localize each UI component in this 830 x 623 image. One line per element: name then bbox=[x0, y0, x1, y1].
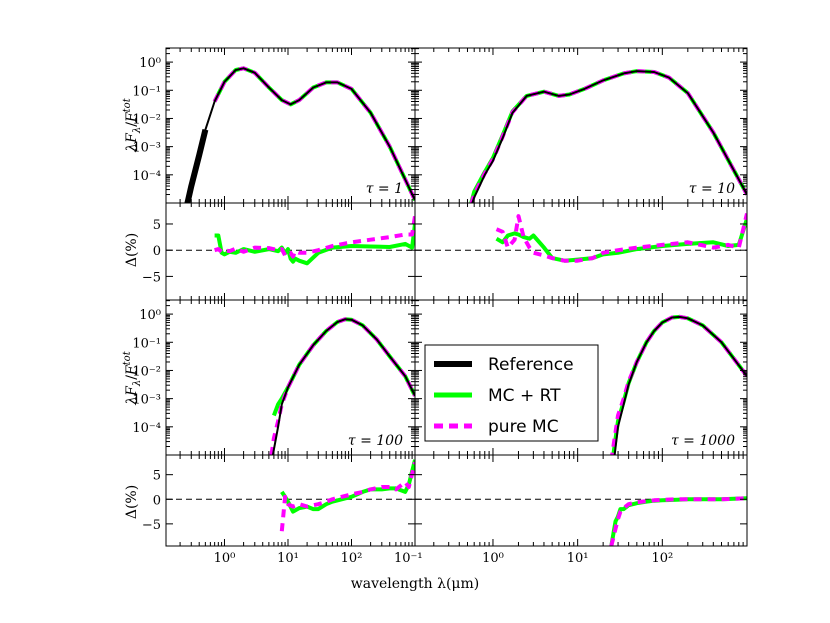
y-tick-label: 10⁻² bbox=[132, 364, 161, 379]
y-tick-label: 10⁻⁴ bbox=[132, 169, 161, 184]
legend-label-mcrt: MC + RT bbox=[488, 386, 561, 406]
sed-ylabel-top: λFλ/Ftot bbox=[122, 97, 143, 152]
axes-frame bbox=[414, 202, 748, 301]
y-tick-label: 10⁻¹ bbox=[132, 336, 161, 351]
y-tick-label: 5 bbox=[153, 469, 161, 484]
x-tick-label: 10¹ bbox=[567, 551, 589, 566]
axes-frame bbox=[165, 299, 416, 456]
reference-line bbox=[613, 315, 747, 455]
y-tick-label: 10⁰ bbox=[139, 56, 161, 71]
y-tick-label: 10⁰ bbox=[139, 308, 161, 323]
residual-ylabel-bottom: Δ(%) bbox=[124, 485, 140, 519]
puremc-residual-line bbox=[214, 215, 415, 259]
x-tick-label: 10⁰ bbox=[214, 551, 236, 566]
y-tick-label: 10⁻¹ bbox=[132, 84, 161, 99]
y-tick-label: 5 bbox=[153, 218, 161, 233]
tau-label: τ = 1000 bbox=[671, 433, 735, 449]
plot-layer: τ = 1 τ = 10 τ = 100 τ = 1000 10⁰ 10¹ 10² 10⁻¹ 1… bbox=[132, 47, 748, 566]
tau-label: τ = 1 bbox=[366, 181, 403, 197]
reference-line bbox=[271, 318, 415, 455]
reference-line bbox=[471, 70, 747, 203]
legend: Reference MC + RT pure MC bbox=[424, 344, 599, 442]
x-tick-label: 10¹ bbox=[277, 551, 299, 566]
y-tick-label: −5 bbox=[142, 270, 161, 285]
x-tick-label: 10⁰ bbox=[482, 551, 504, 566]
puremc-residual-line bbox=[279, 461, 415, 532]
y-tick-label: 10⁻³ bbox=[132, 141, 161, 156]
y-tick-label: 0 bbox=[153, 493, 161, 508]
y-tick-label: −5 bbox=[142, 518, 161, 533]
mcrt-residual-line bbox=[280, 459, 415, 514]
axes-frame bbox=[165, 454, 416, 547]
tau-label: τ = 10 bbox=[689, 181, 735, 197]
x-tick-label: 10⁻¹ bbox=[394, 551, 423, 566]
puremc-residual-line bbox=[609, 496, 747, 546]
x-axis-label: wavelength λ(μm) bbox=[351, 576, 480, 592]
axes-frame bbox=[414, 47, 748, 204]
puremc-residual-line bbox=[495, 213, 747, 263]
axes-frame bbox=[414, 454, 748, 547]
y-tick-label: 10⁻³ bbox=[132, 393, 161, 408]
mcrt-line bbox=[272, 317, 415, 417]
tau-label: τ = 100 bbox=[348, 433, 403, 449]
y-tick-label: 0 bbox=[153, 244, 161, 259]
legend-label-puremc: pure MC bbox=[488, 417, 559, 437]
x-tick-label: 10² bbox=[341, 551, 363, 566]
x-tick-label: 10² bbox=[651, 551, 673, 566]
mcrt-residual-line bbox=[214, 223, 415, 266]
y-tick-label: 10⁻² bbox=[132, 112, 161, 127]
legend-label-reference: Reference bbox=[488, 355, 574, 375]
reference-line bbox=[186, 67, 415, 203]
residual-ylabel-top: Δ(%) bbox=[124, 233, 140, 267]
sed-ylabel-bottom: λFλ/Ftot bbox=[122, 350, 143, 405]
y-tick-label: 10⁻⁴ bbox=[132, 421, 161, 436]
